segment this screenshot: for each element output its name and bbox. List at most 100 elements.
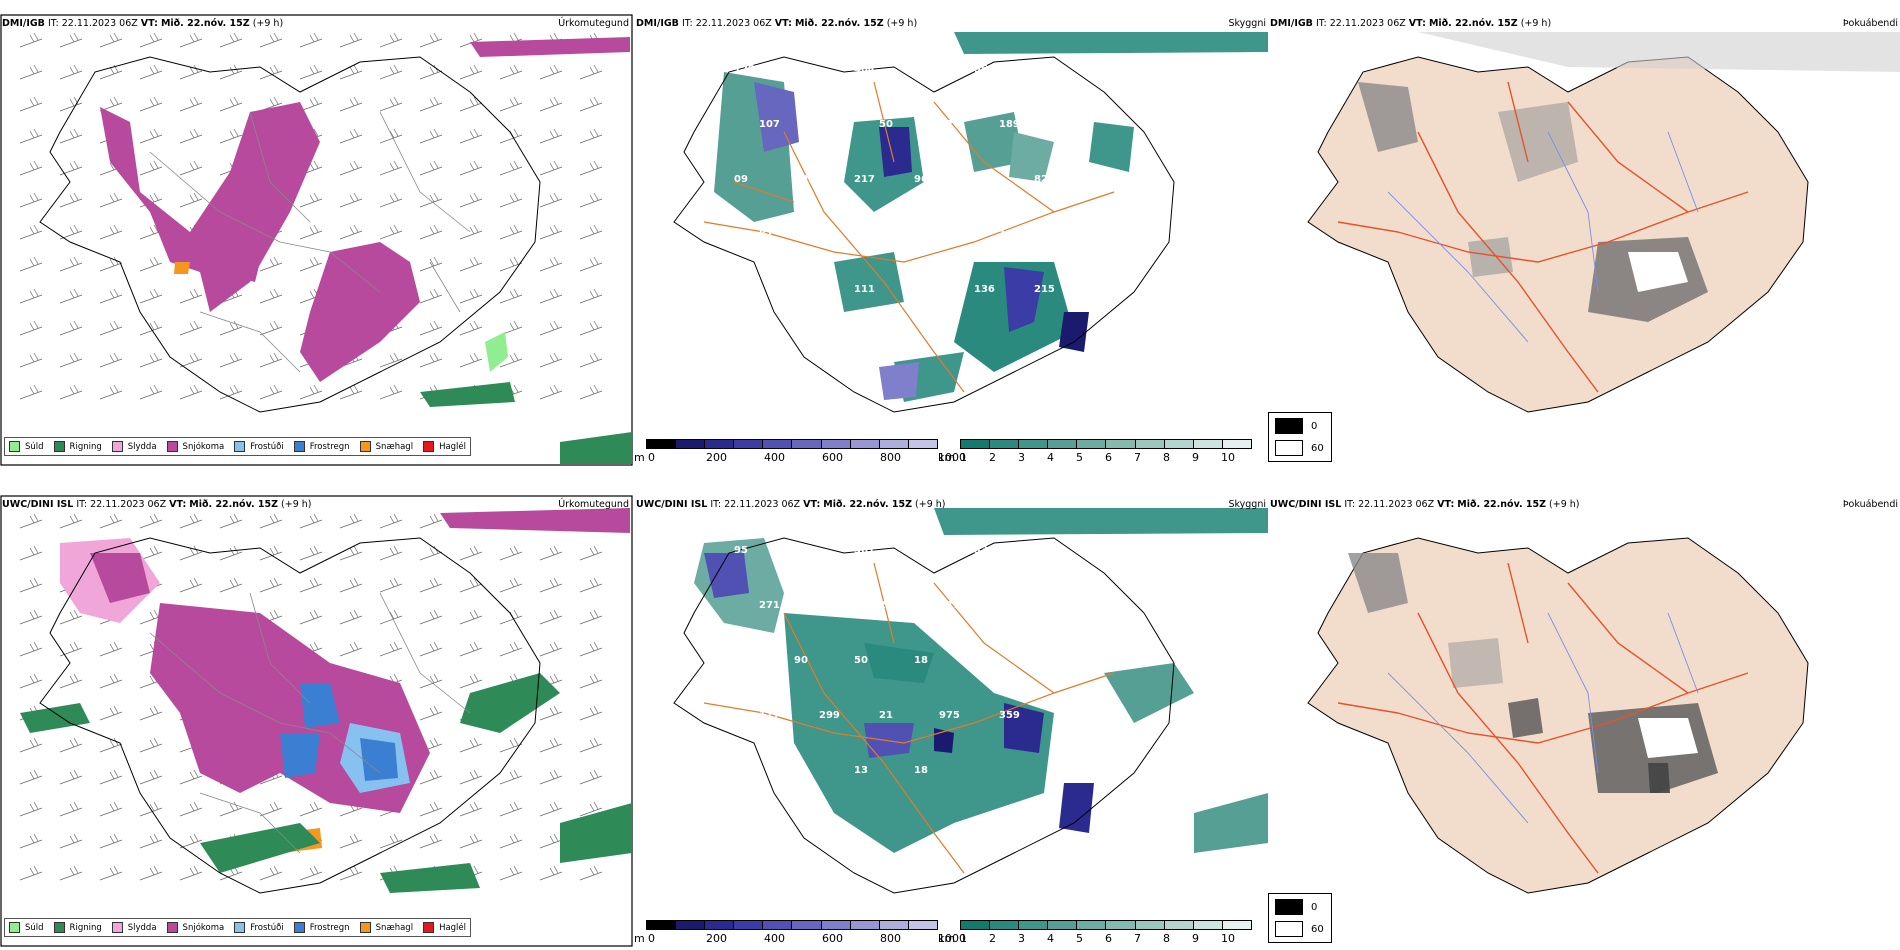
fog-shading [1348,553,1718,793]
fog-legend-swatch [1275,418,1303,434]
colorbar-tick: 600 [822,932,843,945]
rivers [1387,131,1699,343]
visibility-value-label: 128 [734,64,755,75]
wind-barb [459,352,483,368]
wind-barb [379,160,403,176]
wind-barb [579,609,603,625]
visibility-value-label: 361 [854,545,875,556]
legend-swatch [9,922,20,933]
wind-barb [179,320,203,336]
wind-barb [19,833,43,849]
wind-barb [219,384,243,400]
wind-barb [579,192,603,208]
panel-title-fog: Þokuábendi [1842,18,1898,29]
legend-item: Súld [9,441,44,452]
colorbar-tick: 0 [648,451,655,464]
legend-item: Frostregn [293,441,350,452]
wind-barb [539,288,563,304]
wind-barb [459,288,483,304]
wind-barb [539,865,563,881]
wind-barb [59,160,83,176]
wind-barb [539,352,563,368]
wind-barb [499,288,523,304]
wind-barb [59,769,83,785]
wind-barb [59,128,83,144]
wind-barb [339,128,363,144]
wind-barb [99,384,123,400]
fog-legend-row: 60 [1275,921,1324,937]
wind-barb [579,801,603,817]
wind-barb [59,352,83,368]
wind-barb [139,160,163,176]
visibility-value-label: 242 [759,339,780,350]
fog-legend-value: 0 [1311,901,1318,913]
visibility-value-label: 163 [879,339,900,350]
legend-swatch [53,441,65,452]
header-top-fog: DMI/IGB IT: 22.11.2023 06Z VT: Mið. 22.n… [1270,18,1552,29]
wind-barb [219,96,243,112]
wind-barb [19,801,43,817]
colorbar-cell [1048,440,1078,448]
visibility-value-label: 136 [819,119,840,130]
wind-barb [419,705,443,721]
visibility-value-label: 82 [1034,174,1048,185]
wind-barb [179,801,203,817]
colorbar-tick: 10 [1221,932,1235,945]
wind-barb [379,833,403,849]
wind-barb [499,352,523,368]
colorbar-cell [990,440,1020,448]
wind-barb [99,865,123,881]
wind-barb [579,64,603,80]
colorbar-tick: 2 [989,451,996,464]
wind-barb [179,352,203,368]
wind-barb [539,160,563,176]
wind-barb [19,609,43,625]
fog-legend-value: 0 [1311,420,1318,432]
wind-barb [19,577,43,593]
iceland-coastline [39,537,541,894]
wind-barb [139,801,163,817]
legend-label: Snjókoma [182,441,225,452]
legend-swatch [166,441,178,452]
wind-barb [139,352,163,368]
wind-barb [259,32,283,48]
wind-barb [539,320,563,336]
wind-barb [499,577,523,593]
wind-barb [19,128,43,144]
wind-barb [579,577,603,593]
colorbar-cell [676,440,706,448]
wind-barb [419,192,443,208]
wind-barb [139,384,163,400]
wind-barb [259,577,283,593]
wind-barb [19,64,43,80]
colorbar-cell [1135,440,1165,448]
visibility-value-label: 89 [1059,119,1073,130]
visibility-value-label: 134 [1059,229,1080,240]
visibility-value-label: 189 [999,119,1020,130]
wind-barb [499,641,523,657]
wind-barb [99,705,123,721]
colorbar-cell [990,921,1020,929]
colorbar-cell [763,440,793,448]
visibility-value-label: 96 [974,64,988,75]
wind-barb [179,32,203,48]
wind-barb [299,609,323,625]
wind-barb [99,673,123,689]
wind-barb [419,224,443,240]
wind-barb [59,737,83,753]
wind-barb [99,801,123,817]
visibility-value-label: 969 [734,765,755,776]
wind-barb [99,320,123,336]
wind-barb [379,609,403,625]
map-visibility-top: 128 670 404 51 96 73 107 136 50 52 189 89 09 199 217 96… [673,32,1268,413]
visibility-value-label: 15 [939,339,953,350]
legend-item: Rigning [53,441,102,452]
wind-barb [219,577,243,593]
wind-barb [419,577,443,593]
panel-precip-type-bottom: UWC/DINI ISL IT: 22.11.2023 06Z VT: Mið.… [0,493,633,947]
wind-barb [19,320,43,336]
colorbar-cell [792,440,822,448]
legend-item: Snjókoma [166,922,224,933]
wind-barb [339,545,363,561]
wind-barb [539,192,563,208]
